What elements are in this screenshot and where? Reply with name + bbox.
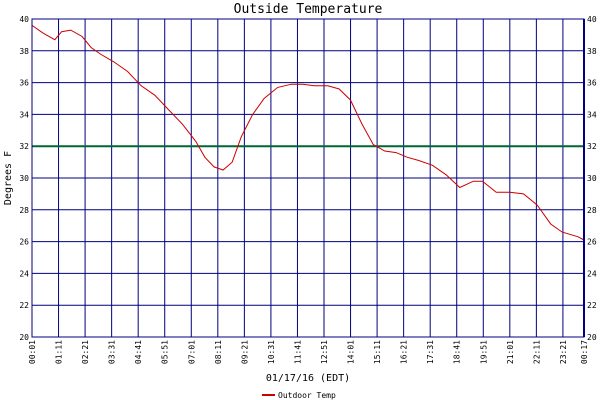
x-axis-label: 01/17/16 (EDT) [266,373,350,384]
y-tick-label-left: 22 [19,301,29,310]
y-tick-label-right: 28 [587,206,597,215]
x-tick-label: 17:31 [426,340,435,364]
y-tick-label-left: 32 [19,142,29,151]
chart-title: Outside Temperature [234,2,383,17]
y-tick-label-left: 24 [19,269,29,278]
y-tick-label-right: 20 [587,333,597,342]
y-tick-label-right: 22 [587,301,597,310]
y-tick-label-left: 28 [19,206,29,215]
y-tick-label-left: 34 [19,110,29,119]
y-tick-label-right: 32 [587,142,597,151]
y-tick-label-left: 20 [19,333,29,342]
x-tick-label: 01:11 [55,340,64,364]
y-tick-label-left: 26 [19,238,29,247]
x-tick-label: 03:31 [108,340,117,364]
y-tick-label-right: 26 [587,238,597,247]
x-tick-label: 16:21 [400,340,409,364]
series-line-outdoor-temp [31,24,585,241]
y-tick-label-right: 34 [587,110,597,119]
x-tick-label: 10:31 [267,340,276,364]
y-tick-label-left: 40 [19,15,29,24]
y-tick-label-right: 30 [587,174,597,183]
x-tick-label: 11:41 [293,340,302,364]
x-tick-label: 00:01 [28,340,37,364]
x-tick-label: 08:11 [214,340,223,364]
y-tick-label-right: 24 [587,269,597,278]
x-tick-label: 09:21 [240,340,249,364]
y-tick-label-right: 38 [587,47,597,56]
x-tick-label: 05:51 [161,340,170,364]
grid-lines [31,18,584,338]
legend-label: Outdoor Temp [278,391,336,400]
x-tick-label: 19:51 [479,340,488,364]
y-tick-labels: 20 20 22 22 24 24 26 26 28 28 30 30 32 32 34 34 36 36 38 38… [19,15,596,342]
x-tick-label: 14:01 [347,340,356,364]
y-tick-label-left: 36 [19,79,29,88]
legend: Outdoor Temp [262,391,336,400]
x-tick-label: 23:21 [559,340,568,364]
y-tick-label-left: 30 [19,174,29,183]
x-tick-label: 02:21 [81,340,90,364]
x-tick-label: 22:11 [532,340,541,364]
y-tick-label-right: 36 [587,79,597,88]
x-tick-label: 07:01 [187,340,196,364]
x-tick-label: 04:41 [134,340,143,364]
x-tick-labels: 00:01 01:11 02:21 03:31 04:41 05:51 07:01 08:11… [28,340,589,364]
x-tick-label: 15:11 [373,340,382,364]
y-axis-label: Degrees F [3,151,14,205]
x-tick-label: 12:51 [320,340,329,364]
x-tick-label-end: 00:17 [580,340,589,364]
y-tick-label-right: 40 [587,15,597,24]
x-tick-label: 21:01 [506,340,515,364]
x-tick-label: 18:41 [453,340,462,364]
y-tick-label-left: 38 [19,47,29,56]
